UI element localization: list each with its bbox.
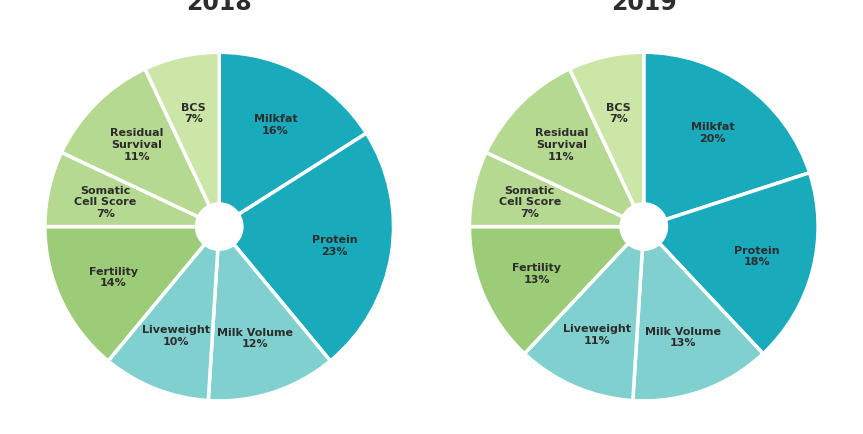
Title: 2019: 2019	[611, 0, 677, 16]
Wedge shape	[219, 53, 367, 215]
Text: Somatic
Cell Score
7%: Somatic Cell Score 7%	[499, 185, 561, 218]
Text: Fertility
14%: Fertility 14%	[89, 266, 138, 287]
Text: Milkfat
20%: Milkfat 20%	[690, 122, 734, 144]
Text: BCS
7%: BCS 7%	[606, 102, 631, 124]
Wedge shape	[469, 153, 623, 227]
Text: Liveweight
11%: Liveweight 11%	[564, 323, 632, 345]
Text: Milkfat
16%: Milkfat 16%	[254, 114, 297, 136]
Text: Residual
Survival
11%: Residual Survival 11%	[110, 128, 163, 161]
Wedge shape	[108, 244, 217, 401]
Wedge shape	[145, 53, 219, 207]
Text: Fertility
13%: Fertility 13%	[512, 263, 561, 284]
Wedge shape	[469, 227, 628, 354]
Wedge shape	[45, 227, 205, 361]
Text: BCS
7%: BCS 7%	[181, 102, 206, 124]
Wedge shape	[570, 53, 644, 207]
Circle shape	[197, 204, 242, 250]
Title: 2018: 2018	[186, 0, 252, 16]
Text: Milk Volume
13%: Milk Volume 13%	[646, 326, 721, 348]
Text: Protein
18%: Protein 18%	[734, 245, 779, 267]
Wedge shape	[45, 153, 198, 227]
Wedge shape	[525, 243, 642, 401]
Wedge shape	[659, 173, 818, 354]
Text: Somatic
Cell Score
7%: Somatic Cell Score 7%	[74, 185, 136, 218]
Wedge shape	[61, 70, 210, 217]
Circle shape	[621, 204, 666, 250]
Wedge shape	[486, 70, 634, 217]
Text: Protein
23%: Protein 23%	[312, 234, 357, 256]
Text: Liveweight
10%: Liveweight 10%	[142, 325, 211, 346]
Wedge shape	[644, 53, 809, 220]
Wedge shape	[208, 244, 331, 401]
Text: Residual
Survival
11%: Residual Survival 11%	[534, 128, 588, 161]
Wedge shape	[633, 243, 763, 401]
Wedge shape	[234, 134, 394, 361]
Text: Milk Volume
12%: Milk Volume 12%	[217, 327, 293, 349]
